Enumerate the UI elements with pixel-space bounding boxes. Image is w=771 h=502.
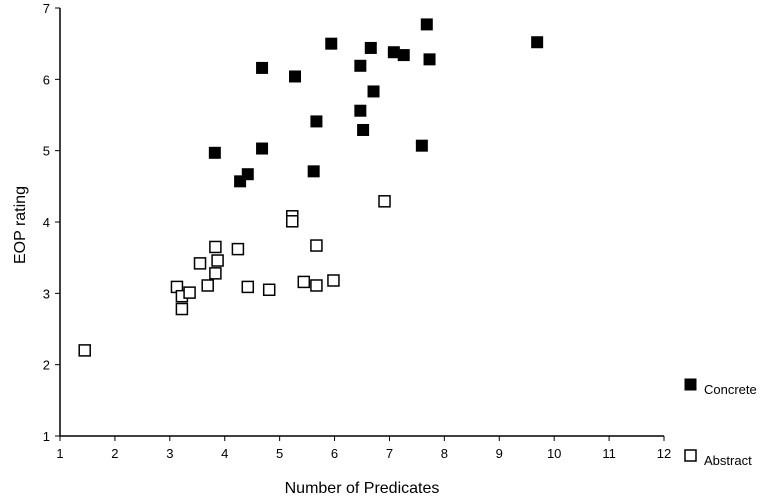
abstract-point — [78, 344, 91, 357]
concrete-point — [397, 49, 410, 62]
data-points — [78, 18, 544, 357]
concrete-point — [364, 41, 377, 54]
x-tick-label: 7 — [386, 446, 393, 461]
concrete-point — [241, 168, 254, 181]
y-tick-label: 2 — [43, 358, 50, 373]
abstract-point — [378, 195, 391, 208]
abstract-point — [201, 279, 214, 292]
concrete-point — [310, 115, 323, 128]
x-tick-label: 4 — [221, 446, 228, 461]
y-tick-label: 1 — [43, 429, 50, 444]
concrete-point — [289, 70, 302, 83]
abstract-point — [310, 279, 323, 292]
concrete-point — [354, 104, 367, 117]
concrete-point — [208, 146, 221, 159]
abstract-point — [209, 240, 222, 254]
concrete-point — [325, 37, 338, 50]
concrete-point — [256, 142, 269, 155]
concrete-point — [387, 46, 400, 59]
x-tick-label: 6 — [331, 446, 338, 461]
x-tick-label: 11 — [602, 446, 616, 461]
y-tick-label: 7 — [43, 1, 50, 16]
x-tick-label: 10 — [547, 446, 561, 461]
concrete-point — [307, 165, 320, 178]
legend-marker-concrete — [684, 378, 697, 391]
abstract-point — [183, 286, 196, 299]
abstract-point — [211, 254, 224, 267]
abstract-point — [175, 302, 189, 316]
y-tick-label: 6 — [43, 72, 50, 87]
abstract-point — [262, 283, 276, 297]
abstract-point — [241, 280, 255, 294]
concrete-point — [415, 139, 428, 152]
x-axis-ticks: 1 2 3 4 5 6 7 8 9 10 11 12 — [56, 436, 671, 461]
x-tick-label: 5 — [276, 446, 283, 461]
x-tick-label: 2 — [111, 446, 118, 461]
x-tick-label: 9 — [496, 446, 503, 461]
y-tick-label: 5 — [43, 144, 50, 159]
axes — [59, 8, 664, 437]
y-tick-label: 3 — [43, 286, 50, 301]
abstract-point — [297, 275, 311, 289]
concrete-point — [367, 85, 380, 98]
legend: Concrete Abstract — [684, 378, 757, 468]
abstract-point — [286, 215, 299, 228]
x-tick-label: 1 — [56, 446, 63, 461]
concrete-point — [234, 175, 247, 188]
legend-marker-abstract — [684, 449, 697, 462]
concrete-point — [256, 61, 269, 74]
legend-label-abstract: Abstract — [704, 453, 752, 468]
legend-label-concrete: Concrete — [704, 382, 757, 397]
concrete-point — [423, 53, 436, 66]
concrete-point — [420, 18, 433, 31]
abstract-point — [310, 239, 323, 252]
abstract-point — [193, 257, 207, 270]
abstract-point — [231, 242, 245, 256]
concrete-point — [354, 59, 367, 72]
abstract-point — [327, 274, 340, 287]
y-tick-label: 4 — [43, 215, 50, 230]
x-tick-label: 8 — [441, 446, 448, 461]
abstract-point — [209, 267, 222, 280]
concrete-point — [357, 123, 370, 136]
x-axis-title: Number of Predicates — [285, 480, 440, 497]
y-axis-title: EOP rating — [12, 186, 29, 264]
x-tick-label: 12 — [657, 446, 671, 461]
concrete-point — [531, 36, 544, 49]
y-axis-ticks: 1 2 3 4 5 6 7 — [43, 1, 60, 444]
x-tick-label: 3 — [166, 446, 173, 461]
